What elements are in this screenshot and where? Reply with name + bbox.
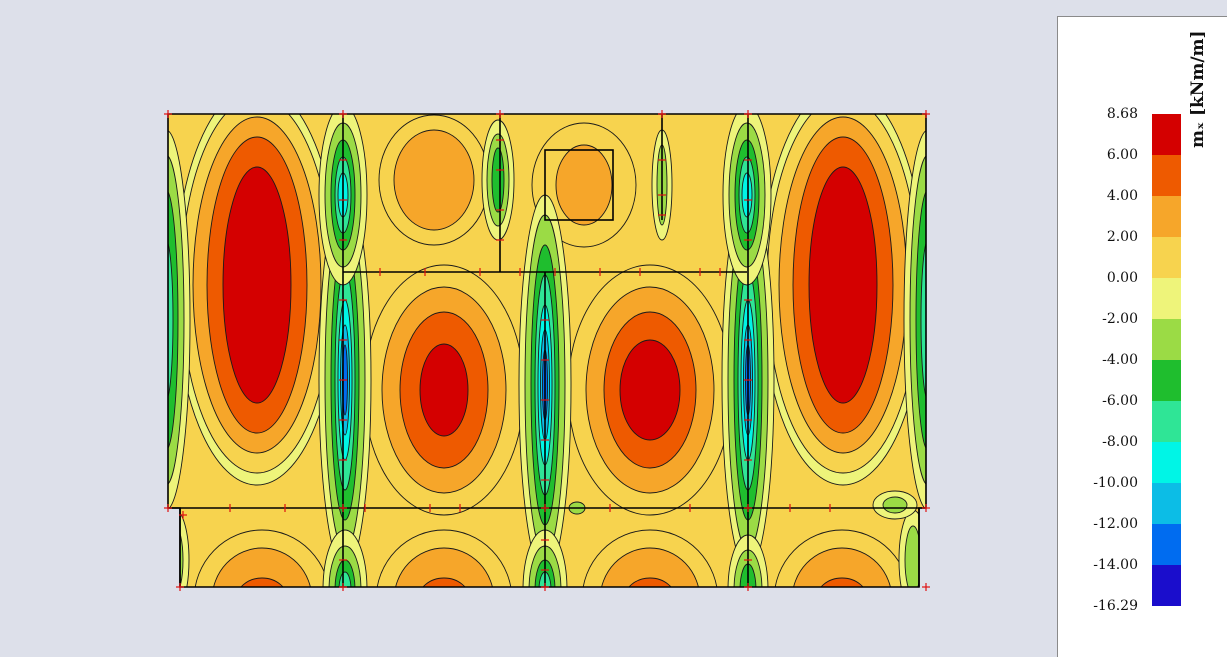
contour-band	[915, 189, 926, 451]
contour-band	[491, 147, 505, 213]
legend-swatch	[1152, 114, 1181, 155]
legend-title: mₓ [kNm/m]	[1188, 30, 1208, 148]
legend-swatch	[1152, 524, 1181, 565]
legend-swatch	[1152, 237, 1181, 278]
contour-band	[909, 154, 926, 486]
contour-band	[168, 189, 179, 451]
contour-band	[599, 547, 701, 587]
legend-tick-label: -10.00	[1093, 475, 1138, 491]
contour-band	[623, 577, 677, 587]
contour-band	[920, 239, 926, 401]
contour-band	[815, 577, 869, 587]
legend-tick-label: 0.00	[1106, 270, 1138, 286]
contour-band	[338, 571, 352, 587]
contour-plot	[164, 110, 930, 591]
legend-tick-label: -8.00	[1102, 434, 1138, 450]
contour-band	[741, 172, 753, 218]
contour-band	[235, 577, 289, 587]
contour-band	[417, 577, 471, 587]
contour-band	[222, 166, 292, 404]
contour-band	[393, 547, 495, 587]
legend-swatch	[1152, 278, 1181, 319]
contour-fill-group	[168, 114, 926, 587]
opening-outline	[544, 149, 614, 221]
contour-band	[791, 547, 893, 587]
legend-swatch	[1152, 360, 1181, 401]
contour-band	[328, 545, 362, 587]
contour-band	[555, 144, 613, 226]
contour-band	[168, 509, 190, 587]
legend-tick-label: -16.29	[1093, 598, 1138, 614]
contour-band	[211, 547, 313, 587]
legend-tick-label: 2.00	[1106, 229, 1138, 245]
legend-tick-label: -2.00	[1102, 311, 1138, 327]
legend-tick-label: -4.00	[1102, 352, 1138, 368]
legend-panel	[1057, 16, 1227, 657]
model-viewport[interactable]	[0, 0, 1057, 657]
legend-swatch	[1152, 155, 1181, 196]
legend-swatch	[1152, 319, 1181, 360]
contour-band	[882, 496, 908, 514]
contour-band	[619, 339, 681, 441]
legend-swatch	[1152, 565, 1181, 606]
legend-tick-label: -14.00	[1093, 557, 1138, 573]
legend-tick-label: 6.00	[1106, 147, 1138, 163]
contour-band	[393, 129, 475, 231]
legend-tick-label: -12.00	[1093, 516, 1138, 532]
legend-swatch	[1152, 401, 1181, 442]
contour-band	[168, 154, 185, 486]
contour-band	[334, 559, 356, 587]
legend-tick-label: -6.00	[1102, 393, 1138, 409]
legend-swatch	[1152, 196, 1181, 237]
legend-tick-label: 4.00	[1106, 188, 1138, 204]
legend-swatch	[1152, 483, 1181, 524]
legend-swatch	[1152, 442, 1181, 483]
legend-tick-label: 8.68	[1106, 106, 1138, 122]
contour-band	[808, 166, 878, 404]
contour-band	[419, 343, 469, 437]
contour-band	[168, 239, 174, 401]
